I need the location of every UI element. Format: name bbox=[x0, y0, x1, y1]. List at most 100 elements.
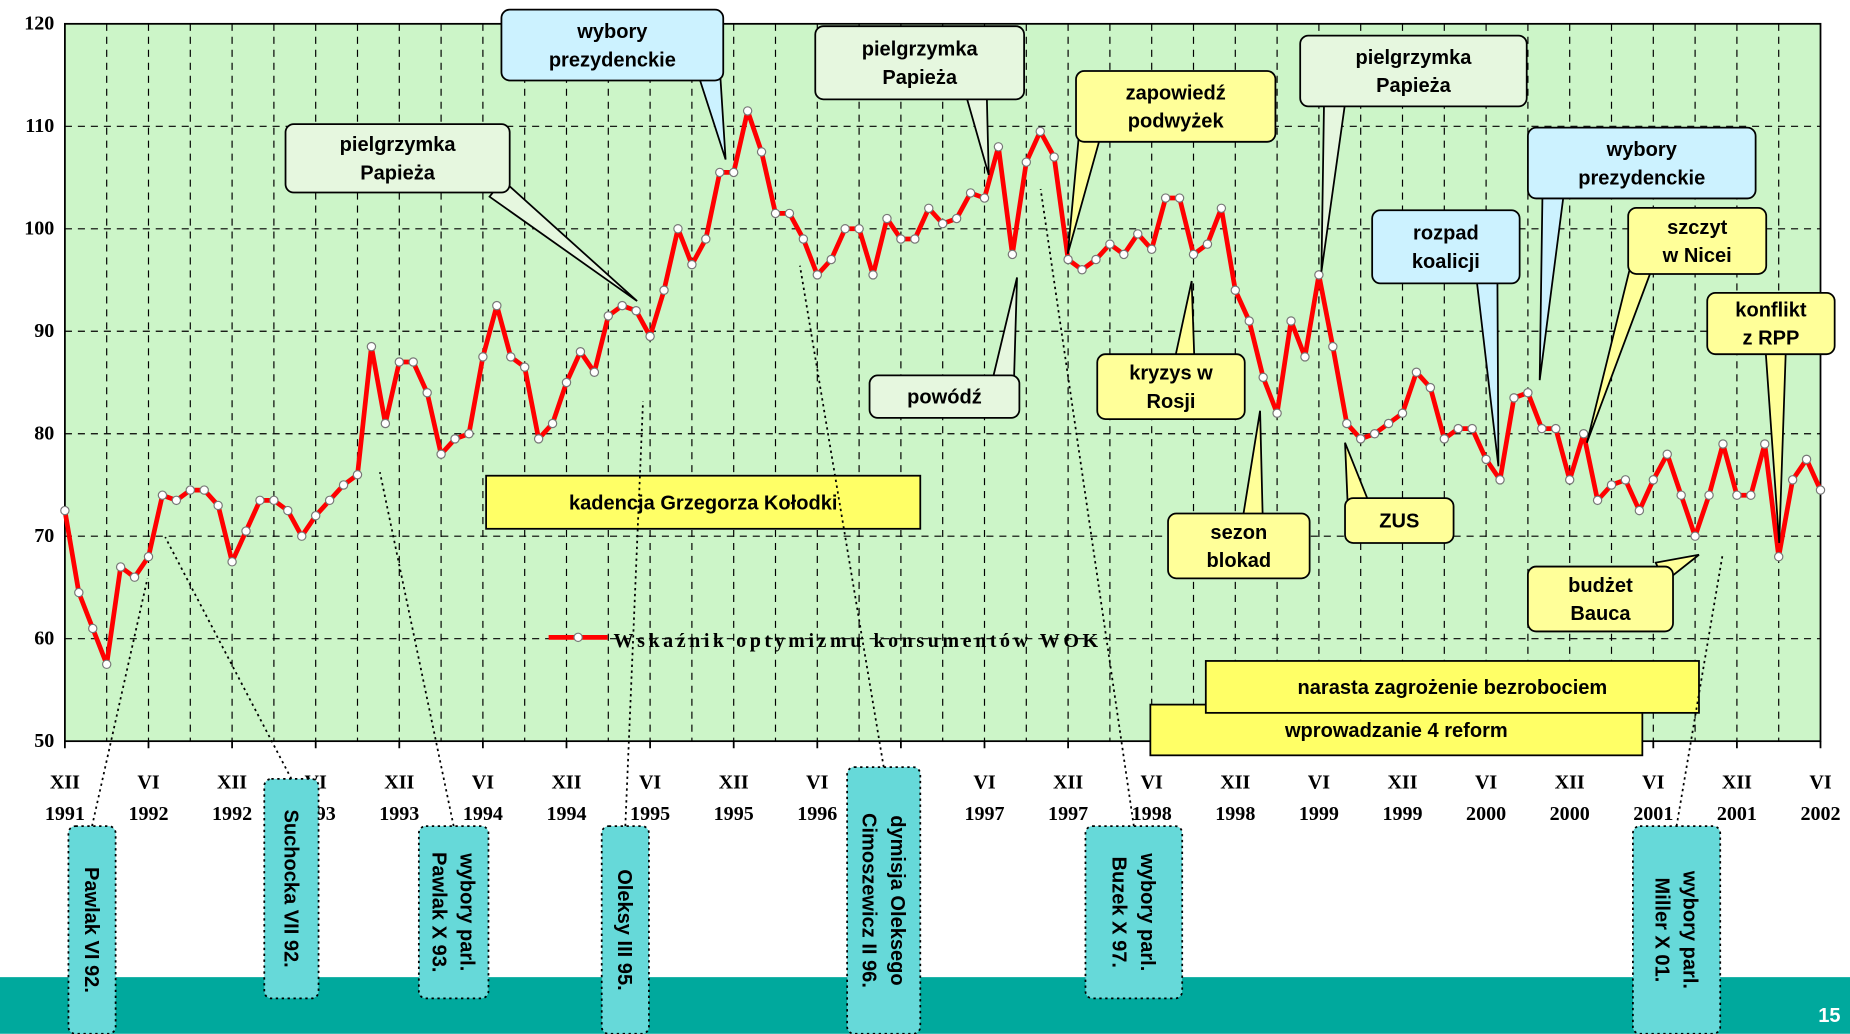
period-label: wprowadzanie 4 reform bbox=[1284, 720, 1508, 742]
callout-box bbox=[284, 123, 511, 194]
callout-box bbox=[1299, 34, 1528, 108]
callout-label: zapowiedź bbox=[1126, 82, 1226, 104]
government-label: wybory parl. bbox=[1679, 870, 1701, 989]
data-point bbox=[1007, 249, 1018, 260]
data-point bbox=[1077, 265, 1087, 275]
callout-box bbox=[1706, 291, 1836, 356]
y-tick-label: 70 bbox=[34, 525, 54, 547]
data-point bbox=[1021, 157, 1032, 167]
y-tick-label: 60 bbox=[34, 628, 54, 650]
data-point bbox=[659, 285, 669, 295]
x-tick-label: VI 1999 bbox=[1299, 771, 1339, 825]
data-point bbox=[645, 331, 655, 342]
data-point bbox=[255, 495, 265, 506]
government-label: Suchocka VII 92. bbox=[279, 810, 301, 968]
data-point bbox=[715, 167, 725, 178]
government-box bbox=[67, 825, 117, 1034]
government-box bbox=[600, 825, 650, 1034]
data-point bbox=[1634, 505, 1645, 516]
data-point bbox=[1620, 475, 1631, 485]
government-label: Pawlak VI 92. bbox=[80, 867, 102, 993]
x-tick-label: VI 1995 bbox=[630, 771, 670, 825]
data-point bbox=[1495, 475, 1505, 485]
x-tick-label: XII 1991 bbox=[45, 771, 85, 825]
data-point bbox=[101, 659, 112, 670]
x-tick-label: VI 2001 bbox=[1633, 771, 1673, 825]
callout-label: Papieża bbox=[360, 163, 436, 185]
government-label: dymisja Oleksego bbox=[886, 815, 908, 985]
data-point bbox=[756, 147, 767, 157]
period-label: kadencja Grzegorza Kołodki bbox=[569, 492, 837, 514]
callout-label: wybory bbox=[576, 21, 648, 43]
x-tick-label: XII 1993 bbox=[379, 771, 419, 825]
data-point bbox=[227, 557, 237, 567]
x-tick-label: VI 1994 bbox=[463, 771, 503, 825]
x-tick-label: VI 1992 bbox=[128, 771, 168, 825]
data-point bbox=[1300, 352, 1310, 362]
y-tick-label: 80 bbox=[34, 423, 54, 445]
data-point bbox=[965, 188, 976, 198]
data-point bbox=[1188, 249, 1199, 260]
callout-label: pielgrzymka bbox=[340, 134, 457, 156]
y-tick-label: 50 bbox=[34, 730, 54, 752]
data-point bbox=[1035, 126, 1045, 137]
data-point bbox=[1662, 449, 1672, 459]
data-point bbox=[868, 270, 878, 280]
callout-label: ZUS bbox=[1379, 511, 1419, 533]
government-box bbox=[1084, 825, 1184, 1000]
x-tick-label: XII 1997 bbox=[1048, 771, 1088, 825]
data-point bbox=[171, 495, 182, 506]
data-point bbox=[1606, 480, 1617, 490]
callout-box bbox=[1075, 70, 1277, 143]
callout-label: szczyt bbox=[1667, 217, 1727, 239]
callout-box bbox=[1167, 512, 1311, 580]
callout-box bbox=[1627, 206, 1768, 275]
data-point bbox=[1160, 193, 1171, 203]
callout-label: Rosji bbox=[1146, 391, 1195, 413]
data-point bbox=[1314, 270, 1324, 280]
callout-label: powódź bbox=[907, 387, 982, 409]
callout-label: prezydenckie bbox=[1578, 167, 1705, 189]
data-point bbox=[352, 470, 363, 480]
callout-label: koalicji bbox=[1412, 251, 1480, 273]
data-point bbox=[1773, 551, 1784, 562]
callout-box bbox=[1371, 209, 1521, 285]
government-pointer bbox=[1039, 188, 1135, 827]
data-point bbox=[366, 341, 377, 352]
data-point bbox=[143, 551, 154, 562]
data-point bbox=[561, 377, 572, 388]
data-point bbox=[283, 505, 293, 516]
data-point bbox=[882, 213, 892, 224]
callout-label: kryzys w bbox=[1129, 363, 1213, 385]
government-pointer bbox=[379, 471, 455, 827]
callout-label: rozpad bbox=[1413, 223, 1479, 245]
data-point bbox=[380, 418, 391, 429]
period-box bbox=[485, 474, 922, 530]
data-point bbox=[408, 357, 418, 367]
government-box bbox=[846, 766, 922, 1034]
data-point bbox=[993, 142, 1004, 152]
data-point bbox=[1383, 418, 1394, 429]
data-point bbox=[798, 234, 809, 244]
government-label: wybory parl. bbox=[1136, 852, 1158, 971]
data-point bbox=[1467, 423, 1477, 434]
data-point bbox=[1286, 316, 1296, 326]
callout-label: blokad bbox=[1207, 550, 1272, 572]
data-point bbox=[1272, 408, 1282, 418]
data-point bbox=[297, 531, 307, 541]
data-point bbox=[1244, 316, 1254, 326]
government-label: wybory parl. bbox=[456, 852, 478, 971]
data-point bbox=[1801, 454, 1812, 465]
callout-label: podwyżek bbox=[1128, 111, 1225, 133]
data-point bbox=[1815, 485, 1826, 495]
government-pointer bbox=[1675, 554, 1724, 827]
data-point bbox=[1732, 490, 1742, 500]
legend-marker bbox=[573, 632, 583, 643]
data-point bbox=[464, 429, 474, 439]
data-point bbox=[951, 213, 962, 224]
data-point bbox=[1342, 418, 1352, 429]
y-tick-label: 110 bbox=[25, 115, 54, 137]
data-point bbox=[1397, 408, 1408, 418]
x-tick-label: XII 1994 bbox=[546, 771, 586, 825]
